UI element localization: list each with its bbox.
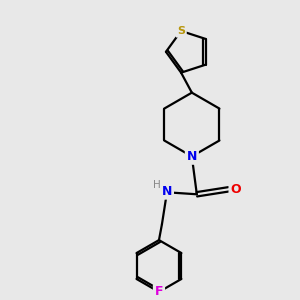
Text: S: S bbox=[177, 26, 185, 36]
Text: O: O bbox=[230, 183, 241, 196]
Text: N: N bbox=[162, 185, 172, 198]
Text: F: F bbox=[155, 285, 163, 298]
Text: H: H bbox=[153, 180, 161, 190]
Text: N: N bbox=[187, 150, 197, 163]
